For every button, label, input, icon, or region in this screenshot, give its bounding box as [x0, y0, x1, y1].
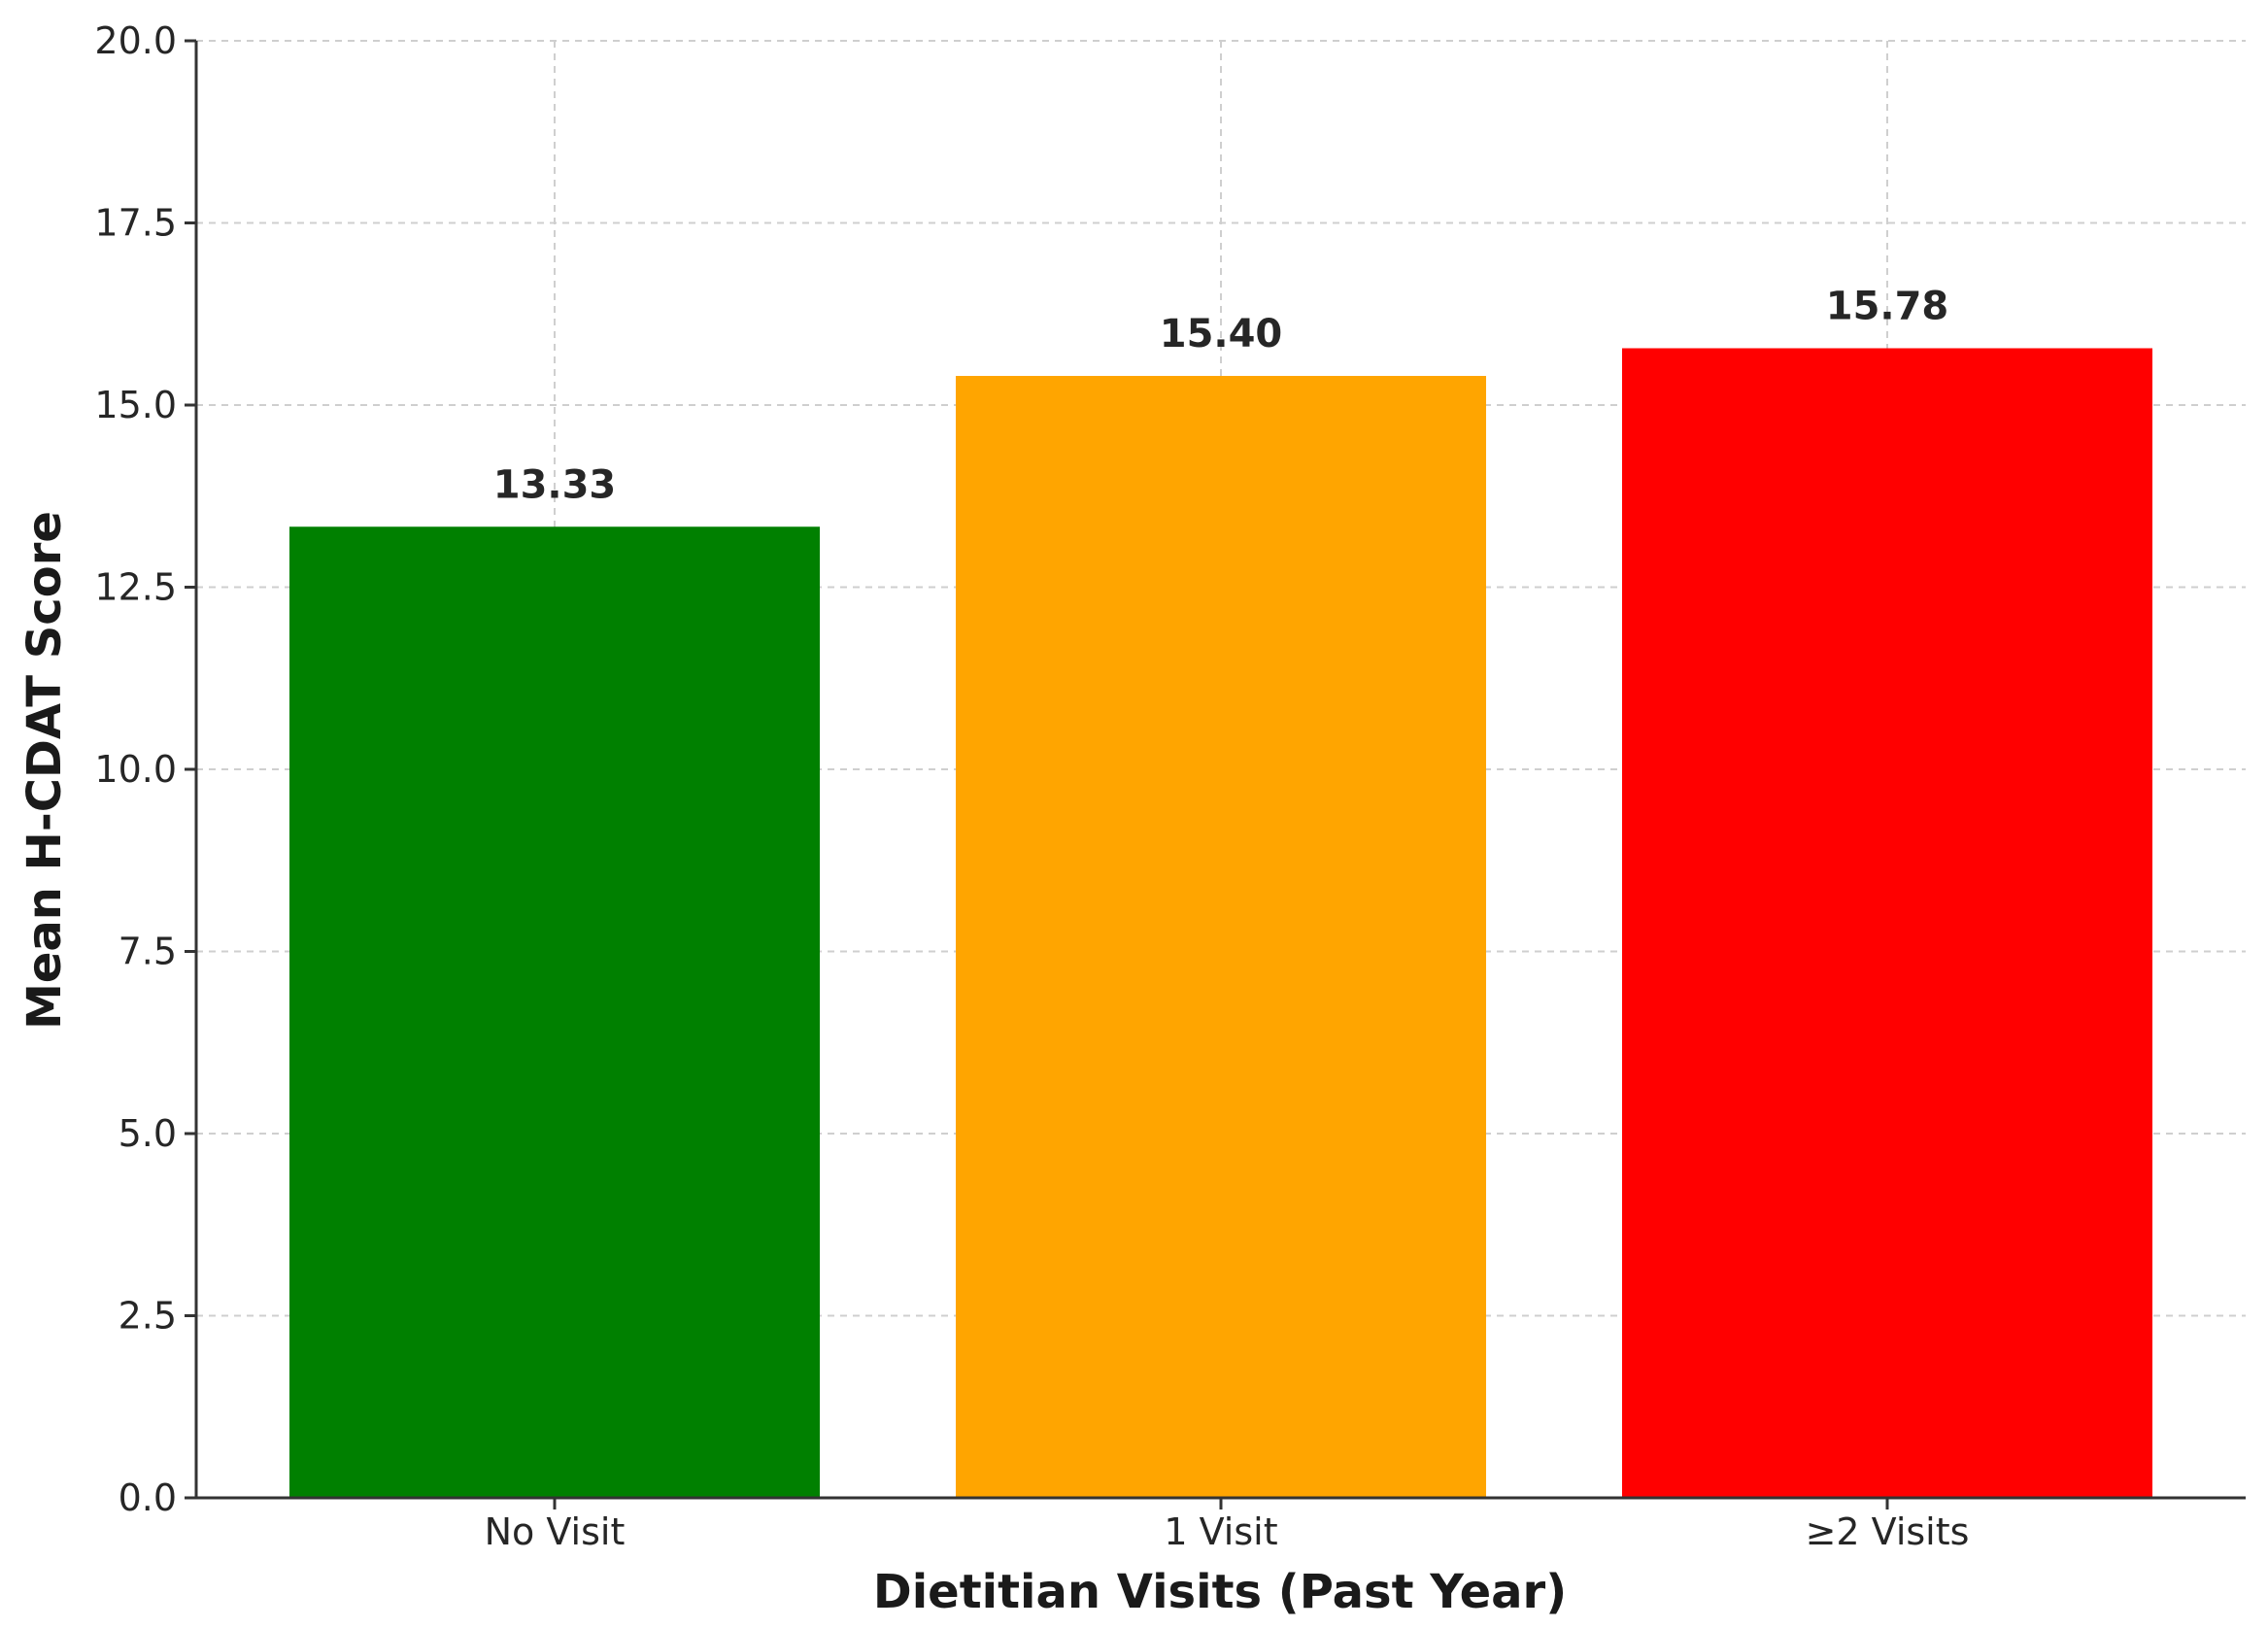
data-label: 15.78 — [1826, 285, 1949, 329]
y-tick-label: 7.5 — [118, 931, 177, 973]
y-tick-label: 5.0 — [118, 1112, 177, 1155]
y-tick-label: 10.0 — [94, 748, 177, 791]
x-axis-title: Dietitian Visits (Past Year) — [873, 1565, 1567, 1619]
y-tick-label: 12.5 — [94, 566, 177, 609]
y-tick-label: 15.0 — [94, 384, 177, 426]
x-tick-label: ≥2 Visits — [1806, 1510, 1970, 1553]
bar-1 — [289, 526, 820, 1498]
data-label: 13.33 — [493, 462, 617, 507]
bar-3 — [1622, 348, 2152, 1498]
y-tick-label: 2.5 — [118, 1295, 177, 1338]
chart-labels: 13.33 15.40 15.78 — [493, 285, 1949, 508]
bars — [289, 348, 2152, 1498]
axes: 0.0 2.5 5.0 7.5 10.0 12.5 15.0 17.5 20.0 No Visit… — [94, 19, 2246, 1553]
y-tick-label: 0.0 — [118, 1476, 177, 1519]
y-tick-label: 17.5 — [94, 202, 177, 245]
y-axis-title: Mean H-CDAT Score — [17, 511, 72, 1030]
x-tick-label: 1 Visit — [1164, 1510, 1277, 1553]
y-tick-label: 20.0 — [94, 19, 177, 62]
data-label: 15.40 — [1160, 312, 1283, 356]
bar-2 — [956, 376, 1486, 1498]
x-tick-label: No Visit — [485, 1510, 626, 1553]
